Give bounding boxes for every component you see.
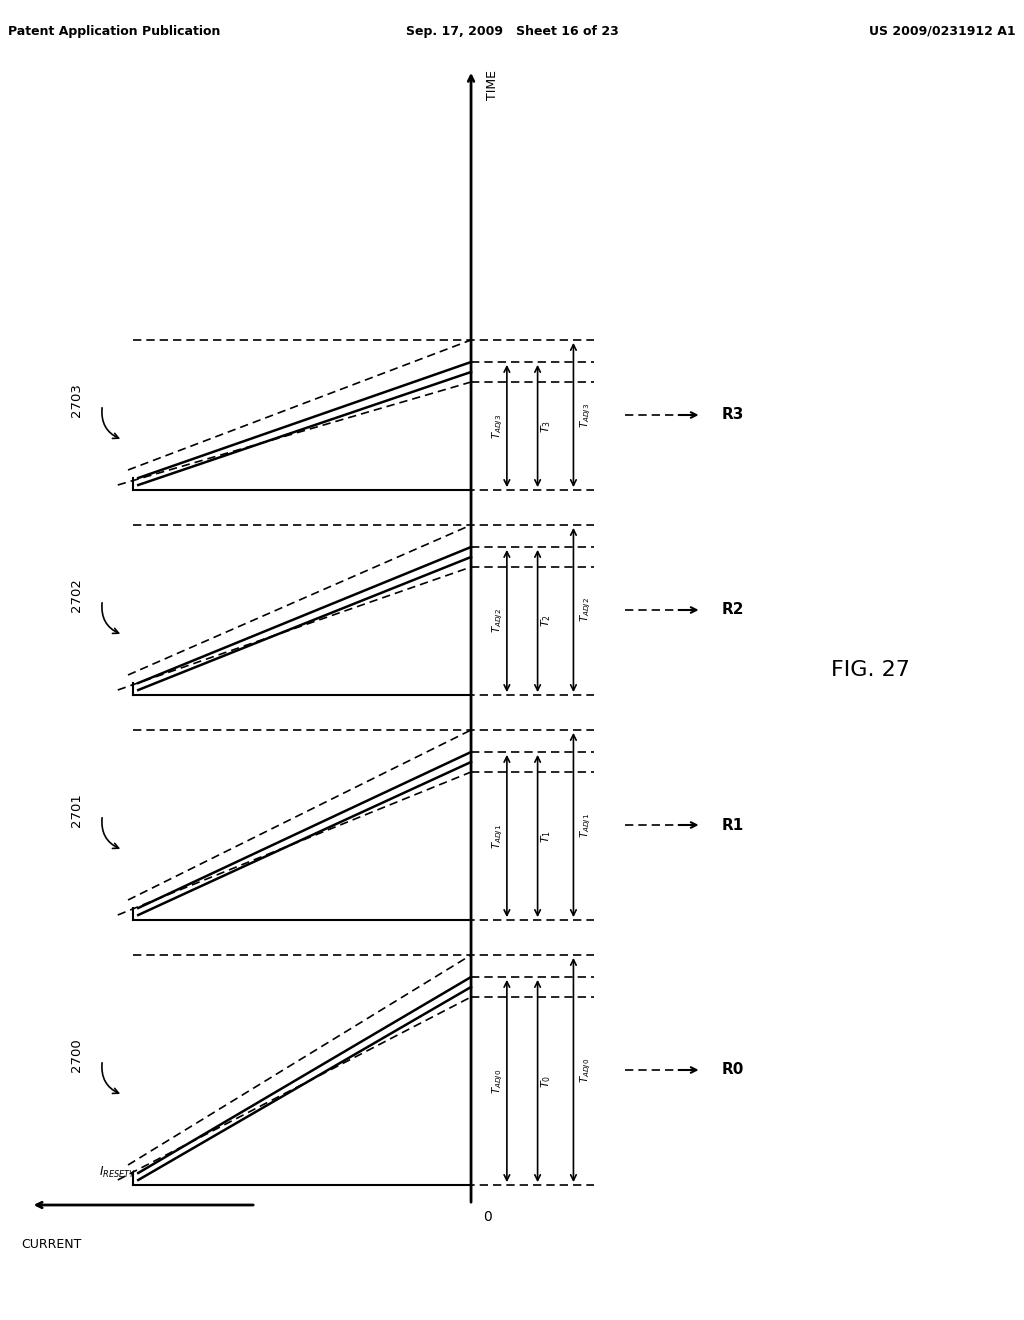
Text: $T_{ADJ1}$: $T_{ADJ1}$ <box>490 824 505 849</box>
Text: $T_2$: $T_2$ <box>540 615 553 627</box>
Text: FIG. 27: FIG. 27 <box>830 660 910 680</box>
Text: Sep. 17, 2009   Sheet 16 of 23: Sep. 17, 2009 Sheet 16 of 23 <box>406 25 618 38</box>
Text: TIME: TIME <box>486 70 500 100</box>
Text: R1: R1 <box>722 817 744 833</box>
Text: 0: 0 <box>483 1210 493 1224</box>
Text: US 2009/0231912 A1: US 2009/0231912 A1 <box>869 25 1016 38</box>
Text: Patent Application Publication: Patent Application Publication <box>8 25 220 38</box>
Text: $T_{ADJ0}$: $T_{ADJ0}$ <box>490 1068 505 1093</box>
Text: R0: R0 <box>722 1063 744 1077</box>
Text: $T_{ADJ0}$: $T_{ADJ0}$ <box>579 1057 593 1082</box>
Text: $I_{RESETY}$: $I_{RESETY}$ <box>99 1166 136 1180</box>
Text: CURRENT: CURRENT <box>22 1238 81 1251</box>
Text: R3: R3 <box>722 408 744 422</box>
Text: 2703: 2703 <box>71 383 83 417</box>
Text: $T_{ADJ1}$: $T_{ADJ1}$ <box>579 813 593 837</box>
Text: $T_{ADJ2}$: $T_{ADJ2}$ <box>579 598 593 623</box>
Text: $T_0$: $T_0$ <box>540 1074 553 1088</box>
Text: R2: R2 <box>722 602 744 618</box>
Text: 2701: 2701 <box>71 793 83 826</box>
Text: $T_{ADJ2}$: $T_{ADJ2}$ <box>490 609 505 634</box>
Text: $T_3$: $T_3$ <box>540 420 553 433</box>
Text: $T_{ADJ3}$: $T_{ADJ3}$ <box>579 403 593 428</box>
Text: 2702: 2702 <box>71 578 83 612</box>
Text: $T_{ADJ3}$: $T_{ADJ3}$ <box>490 413 505 438</box>
Text: 2700: 2700 <box>71 1038 83 1072</box>
Text: $T_1$: $T_1$ <box>540 829 553 842</box>
